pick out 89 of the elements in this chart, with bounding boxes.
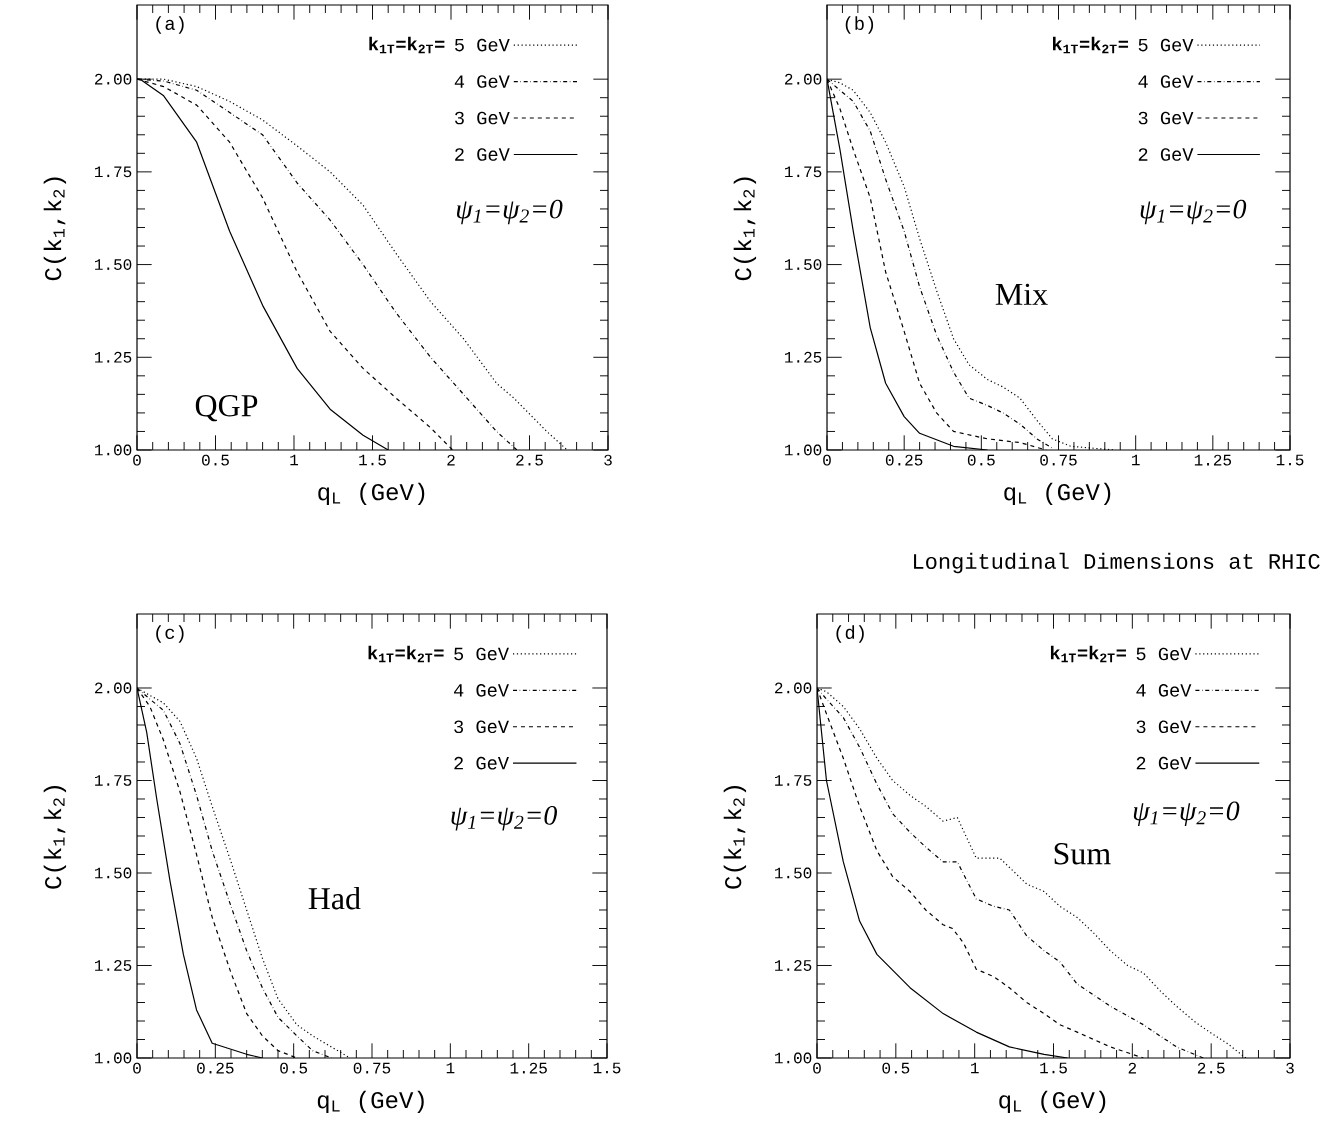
x-axis-title: q$_{L}$ (GeV): [1004, 482, 1111, 506]
y-axis-title: C(k$_{1}$,k$_{2}$): [723, 786, 747, 889]
y-tick-label: 1.75: [95, 166, 132, 178]
annotation: QGP: [195, 394, 258, 422]
annotation: Sum: [1054, 843, 1111, 865]
x-tick-label: 0.5: [202, 454, 229, 466]
x-tick-label: 0.75: [353, 1062, 391, 1074]
legend-title: k$_{1T}$=k$_{2T}$=: [369, 36, 445, 54]
x-tick-label: 0.5: [280, 1062, 308, 1074]
x-tick-label: 0.25: [885, 454, 923, 466]
chart-title: Longitudinal Dimensions at RHIC: [914, 552, 1320, 574]
y-tick-label: 1.00: [95, 1052, 132, 1064]
legend-label: 5 GeV: [1138, 38, 1194, 52]
annotation: ψ$_{1}$=ψ$_{2}$=0: [451, 805, 558, 831]
y-tick-label: 1.75: [785, 166, 822, 178]
y-tick-label: 1.25: [785, 351, 822, 363]
annotation: (d): [836, 625, 864, 643]
y-axis-title: C(k$_{1}$,k$_{2}$): [733, 177, 757, 281]
legend-label: 2 GeV: [1138, 148, 1194, 161]
y-tick-label: 1.00: [775, 1052, 812, 1064]
annotation: (c): [156, 625, 184, 643]
x-tick-label: 3: [604, 454, 612, 466]
legend-title: k$_{1T}$=k$_{2T}$=: [368, 645, 444, 663]
legend-label: 4 GeV: [1136, 684, 1192, 697]
legend-title: k$_{1T}$=k$_{2T}$=: [1053, 36, 1129, 54]
x-tick-label: 0.75: [1040, 454, 1077, 466]
annotation: Mix: [995, 283, 1048, 305]
legend-label: 4 GeV: [453, 684, 509, 697]
legend-label: 4 GeV: [1138, 75, 1194, 88]
annotation: (a): [156, 16, 184, 34]
y-tick-label: 1.00: [95, 444, 132, 456]
legend-label: 3 GeV: [1138, 111, 1194, 125]
x-tick-label: 1.5: [359, 454, 386, 466]
y-axis-title: C(k$_{1}$,k$_{2}$): [43, 786, 67, 889]
annotation: ψ$_{1}$=ψ$_{2}$=0: [457, 199, 563, 225]
x-tick-label: 1.5: [1276, 454, 1304, 466]
x-tick-label: 0: [133, 454, 141, 466]
y-tick-label: 1.25: [95, 960, 132, 971]
annotation: ψ$_{1}$=ψ$_{2}$=0: [1133, 801, 1240, 827]
x-tick-label: 0: [813, 1062, 821, 1074]
annotation: ψ$_{1}$=ψ$_{2}$=0: [1140, 199, 1247, 225]
y-tick-label: 2.00: [95, 682, 132, 694]
x-tick-label: 1.5: [1040, 1062, 1067, 1074]
y-tick-label: 2.00: [95, 73, 132, 85]
x-tick-label: 2.5: [516, 454, 543, 466]
legend-label: 5 GeV: [1136, 647, 1192, 661]
x-tick-label: 0.25: [197, 1062, 234, 1074]
x-tick-label: 0.5: [967, 454, 995, 466]
legend-label: 2 GeV: [1136, 756, 1192, 770]
annotation: (b): [845, 16, 874, 34]
y-tick-label: 2.00: [775, 682, 812, 694]
legend-label: 3 GeV: [1136, 720, 1192, 734]
annotation: Had: [308, 886, 361, 910]
legend-title: k$_{1T}$=k$_{2T}$=: [1050, 645, 1126, 663]
legend-label: 4 GeV: [454, 75, 510, 88]
y-tick-label: 1.25: [95, 351, 132, 363]
y-axis-title: C(k$_{1}$,k$_{2}$): [43, 177, 67, 281]
x-axis-title: q$_{L}$ (GeV): [999, 1090, 1106, 1114]
legend-label: 3 GeV: [455, 111, 510, 125]
legend-label: 2 GeV: [454, 756, 509, 770]
x-tick-label: 0: [823, 454, 831, 466]
y-tick-label: 1.50: [775, 867, 812, 879]
x-tick-label: 2: [1128, 1062, 1137, 1074]
y-tick-label: 2.00: [785, 73, 822, 85]
y-tick-label: 1.50: [95, 867, 132, 879]
y-tick-label: 1.00: [785, 444, 822, 456]
y-tick-label: 1.50: [95, 259, 132, 270]
text: q$_{L}$ (GeV): [317, 1090, 424, 1114]
y-tick-label: 1.75: [95, 775, 132, 786]
x-tick-label: 1: [290, 454, 299, 466]
text: q$_{L}$ (GeV): [318, 482, 425, 506]
x-tick-label: 1.5: [593, 1062, 621, 1074]
x-tick-label: 1.25: [510, 1062, 547, 1074]
x-tick-label: 2.5: [1197, 1062, 1225, 1074]
x-tick-label: 0: [133, 1062, 141, 1074]
legend-label: 3 GeV: [454, 720, 509, 734]
y-tick-label: 1.75: [775, 775, 812, 786]
x-tick-label: 0.5: [882, 1062, 910, 1074]
legend-label: 5 GeV: [454, 647, 509, 661]
legend-label: 2 GeV: [455, 148, 510, 161]
x-tick-label: 1.25: [1194, 454, 1232, 466]
x-tick-label: 2: [447, 454, 455, 466]
x-tick-label: 1: [1132, 454, 1140, 466]
x-tick-label: 3: [1286, 1062, 1294, 1074]
x-tick-label: 1: [971, 1062, 979, 1074]
x-tick-label: 1: [446, 1062, 455, 1074]
legend-label: 5 GeV: [455, 38, 510, 52]
y-tick-label: 1.50: [785, 259, 822, 270]
y-tick-label: 1.25: [775, 960, 812, 971]
